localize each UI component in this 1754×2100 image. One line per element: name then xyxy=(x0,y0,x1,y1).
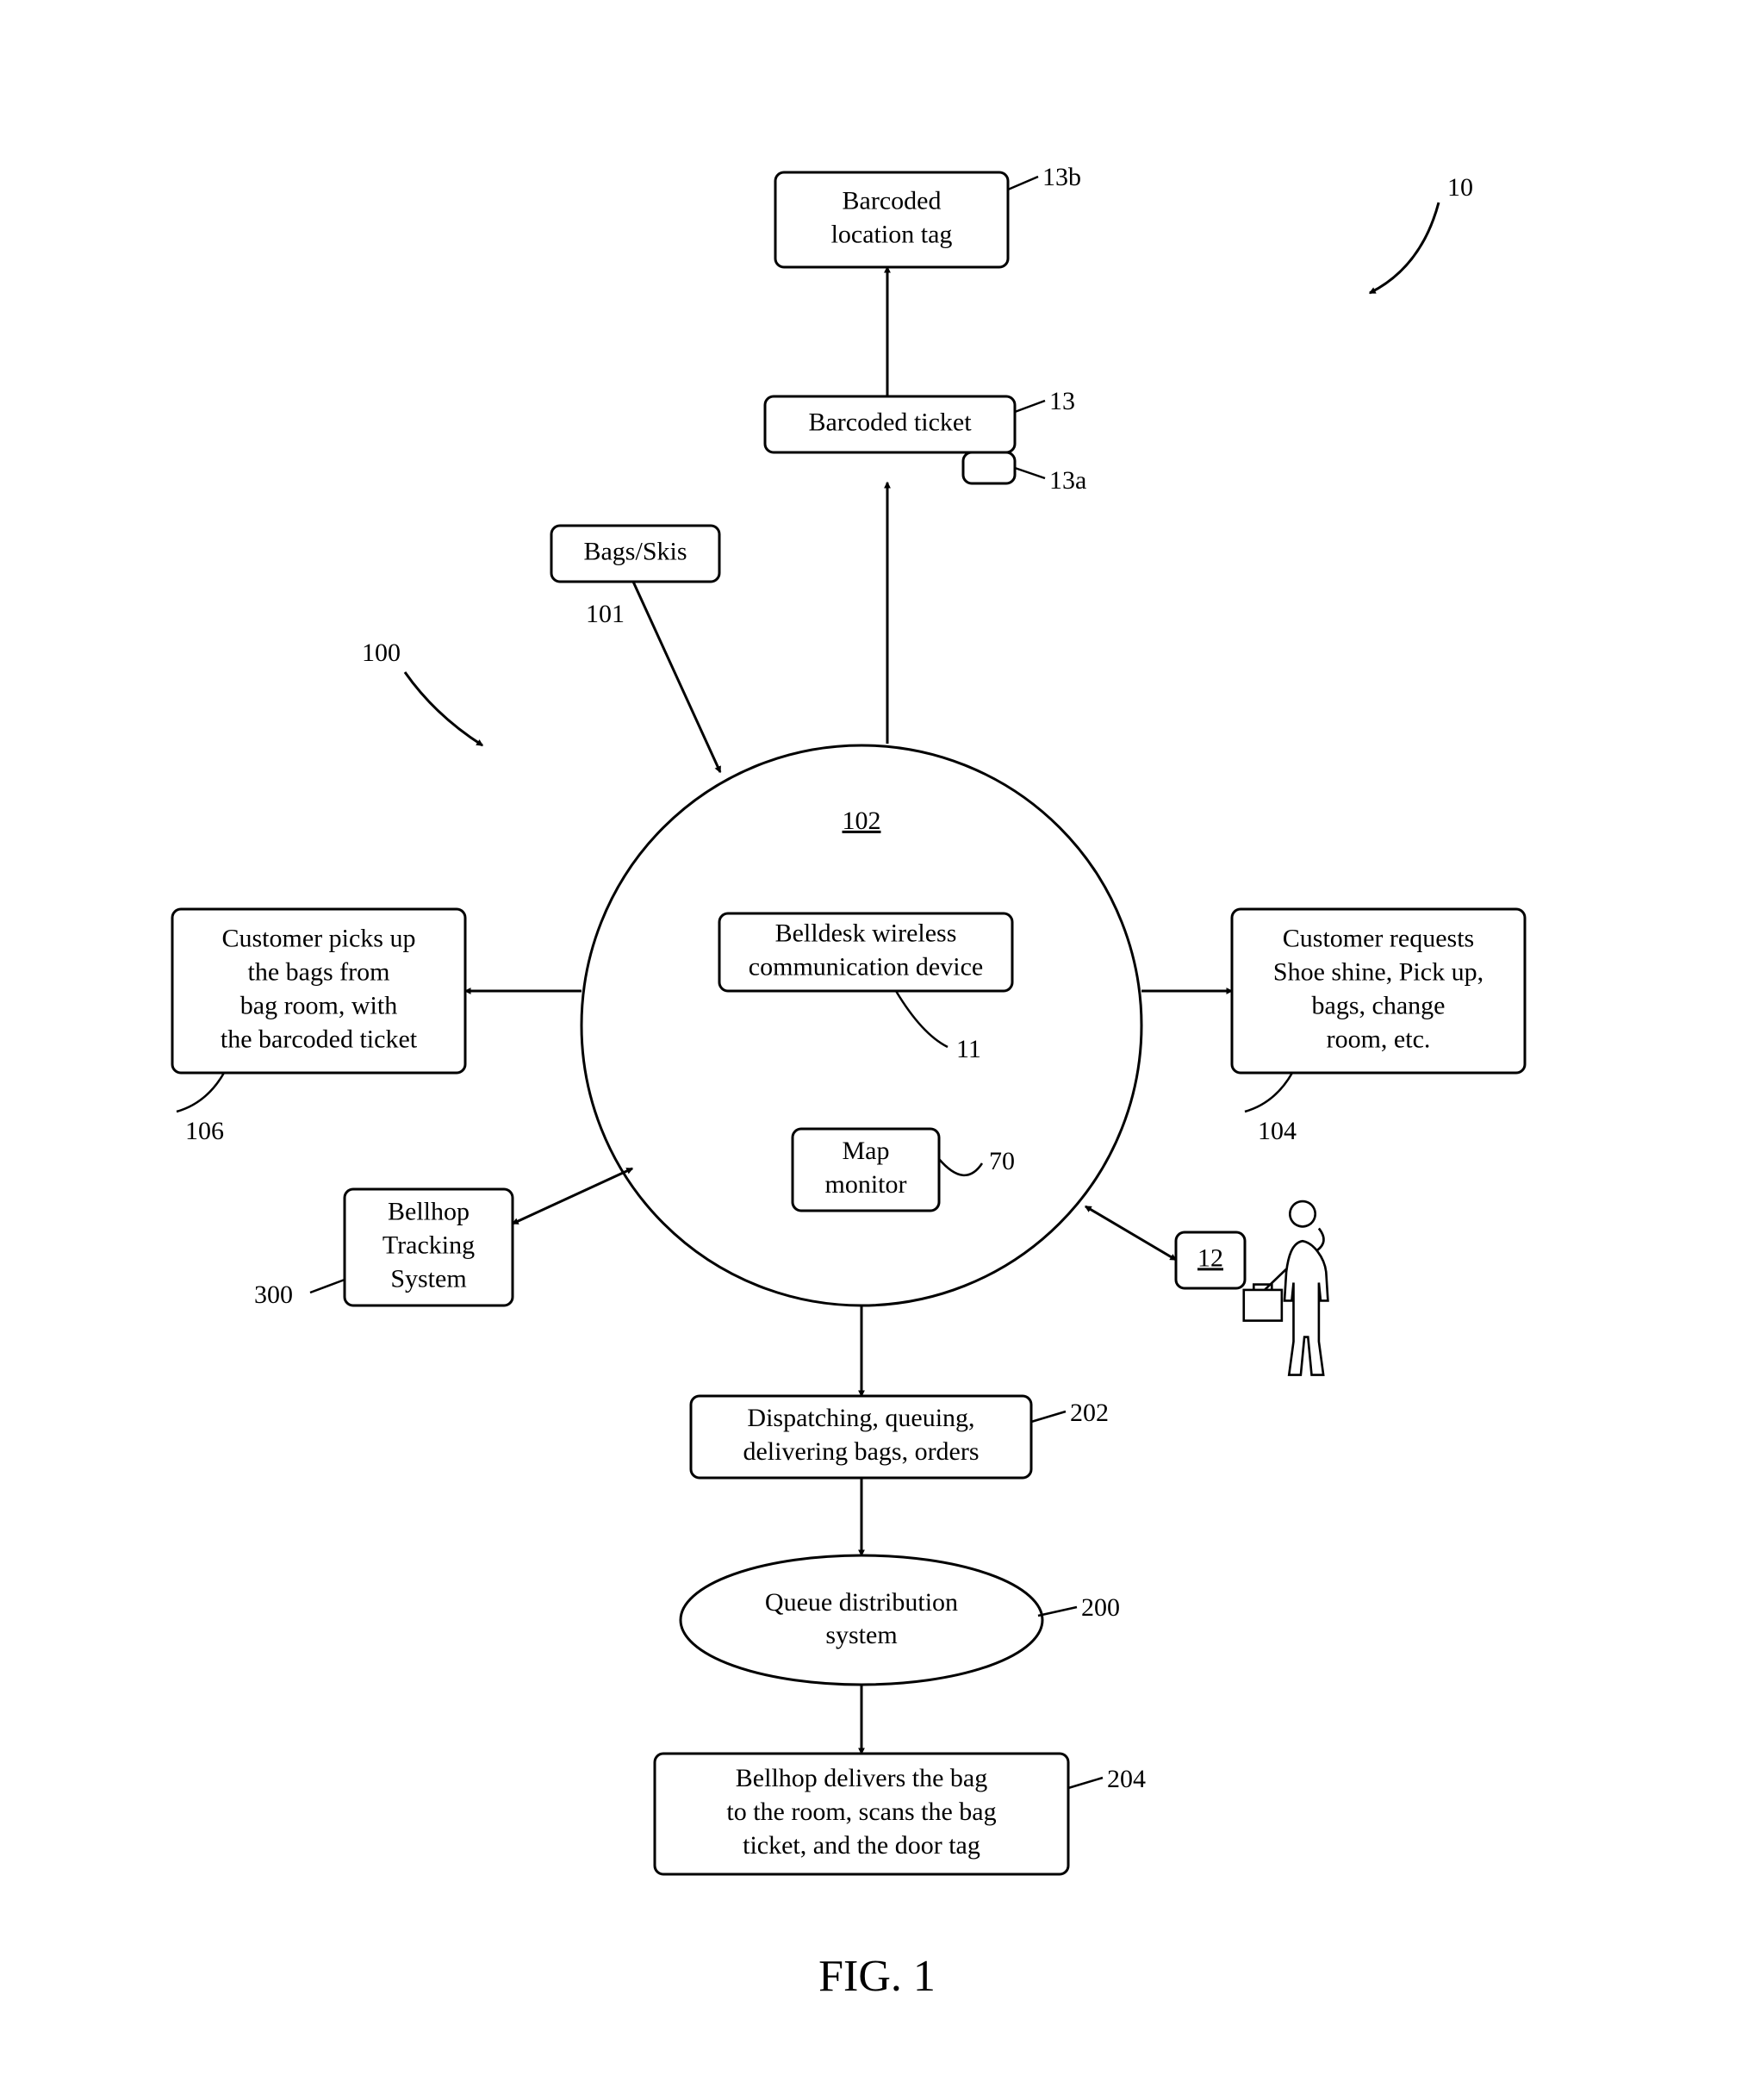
person-icon xyxy=(1244,1201,1328,1375)
ref-label-10: 10 xyxy=(1447,173,1473,202)
svg-text:12: 12 xyxy=(1197,1243,1223,1272)
circle-label: 102 xyxy=(843,807,881,835)
belldesk_device: Belldesk wireless communication device xyxy=(719,913,1012,991)
customer_picks: Customer picks up the bags from bag room, … xyxy=(172,909,465,1073)
svg-text:Queue distribution: Queue distribution xyxy=(765,1588,958,1617)
arrow-6 xyxy=(1085,1206,1176,1260)
svg-text:the barcoded ticket: the barcoded ticket xyxy=(221,1025,418,1053)
ref-label-13b: 13b xyxy=(1042,163,1081,191)
bellhop_delivers: Bellhop delivers the bag to the room, sca… xyxy=(655,1754,1068,1874)
ref-label-300: 300 xyxy=(254,1281,293,1309)
ref-label-13: 13 xyxy=(1049,387,1075,415)
svg-text:Bags/Skis: Bags/Skis xyxy=(583,537,687,565)
customer_requests: Customer requests Shoe shine, Pick up, bag… xyxy=(1232,909,1525,1073)
svg-text:Barcoded: Barcoded xyxy=(843,186,942,215)
svg-text:delivering bags, orders: delivering bags, orders xyxy=(743,1437,979,1466)
barcoded_ticket: Barcoded ticket xyxy=(765,396,1015,452)
bellhop_tracking: Bellhop Tracking System xyxy=(345,1189,513,1305)
svg-text:to the room, scans the bag: to the room, scans the bag xyxy=(726,1798,996,1826)
ref-label-13a: 13a xyxy=(1049,466,1086,495)
svg-text:bags, change: bags, change xyxy=(1312,991,1446,1019)
callout-curve xyxy=(896,991,948,1047)
arrow-2 xyxy=(633,582,720,772)
ref-label-106: 106 xyxy=(185,1117,224,1145)
svg-text:Map: Map xyxy=(843,1137,890,1165)
svg-text:Tracking: Tracking xyxy=(383,1231,475,1259)
barcoded_location_tag: Barcoded location tag xyxy=(775,172,1008,267)
svg-text:Customer requests: Customer requests xyxy=(1283,924,1474,952)
bags_skis: Bags/Skis xyxy=(551,526,719,582)
arrow-indicator-100 xyxy=(405,672,482,745)
ref-label-101: 101 xyxy=(586,600,625,628)
ref-label-70: 70 xyxy=(989,1147,1015,1175)
svg-text:Bellhop delivers the bag: Bellhop delivers the bag xyxy=(736,1764,987,1792)
svg-text:the bags from: the bags from xyxy=(248,957,390,986)
arrow-5 xyxy=(513,1168,632,1224)
ref-label-104: 104 xyxy=(1258,1117,1297,1145)
svg-text:ticket, and the door tag: ticket, and the door tag xyxy=(743,1831,980,1860)
svg-text:Bellhop: Bellhop xyxy=(388,1197,470,1225)
svg-text:Belldesk wireless: Belldesk wireless xyxy=(775,919,957,947)
ref-label-202: 202 xyxy=(1070,1399,1109,1427)
svg-text:system: system xyxy=(825,1621,897,1649)
twelve_box: 12 xyxy=(1176,1232,1245,1288)
svg-text:System: System xyxy=(390,1264,466,1293)
ref-label-11: 11 xyxy=(956,1035,981,1063)
callout-curve xyxy=(939,1159,982,1175)
svg-text:communication device: communication device xyxy=(749,952,983,981)
svg-text:Dispatching, queuing,: Dispatching, queuing, xyxy=(747,1404,974,1432)
arrow-indicator-10 xyxy=(1370,203,1439,293)
ref-label-204: 204 xyxy=(1107,1765,1146,1793)
map_monitor: Map monitor xyxy=(793,1129,939,1211)
svg-text:monitor: monitor xyxy=(825,1170,907,1199)
svg-text:room, etc.: room, etc. xyxy=(1327,1025,1431,1053)
callout-curve xyxy=(177,1073,224,1112)
figure-title: FIG. 1 xyxy=(818,1952,936,2001)
svg-text:bag room, with: bag room, with xyxy=(240,991,397,1019)
barcoded_stub xyxy=(963,452,1015,483)
ref-label-200: 200 xyxy=(1081,1593,1120,1622)
callout-curve xyxy=(1245,1073,1292,1112)
svg-text:Barcoded ticket: Barcoded ticket xyxy=(808,408,972,436)
svg-text:location tag: location tag xyxy=(831,220,953,248)
svg-text:Shoe shine, Pick up,: Shoe shine, Pick up, xyxy=(1273,957,1483,986)
svg-text:Customer picks up: Customer picks up xyxy=(222,924,416,952)
figure-diagram: 102 Barcoded location tag Barcoded ticket Ba… xyxy=(0,0,1754,2100)
dispatching: Dispatching, queuing, delivering bags, or… xyxy=(691,1396,1031,1478)
ref-label-100: 100 xyxy=(362,639,401,667)
